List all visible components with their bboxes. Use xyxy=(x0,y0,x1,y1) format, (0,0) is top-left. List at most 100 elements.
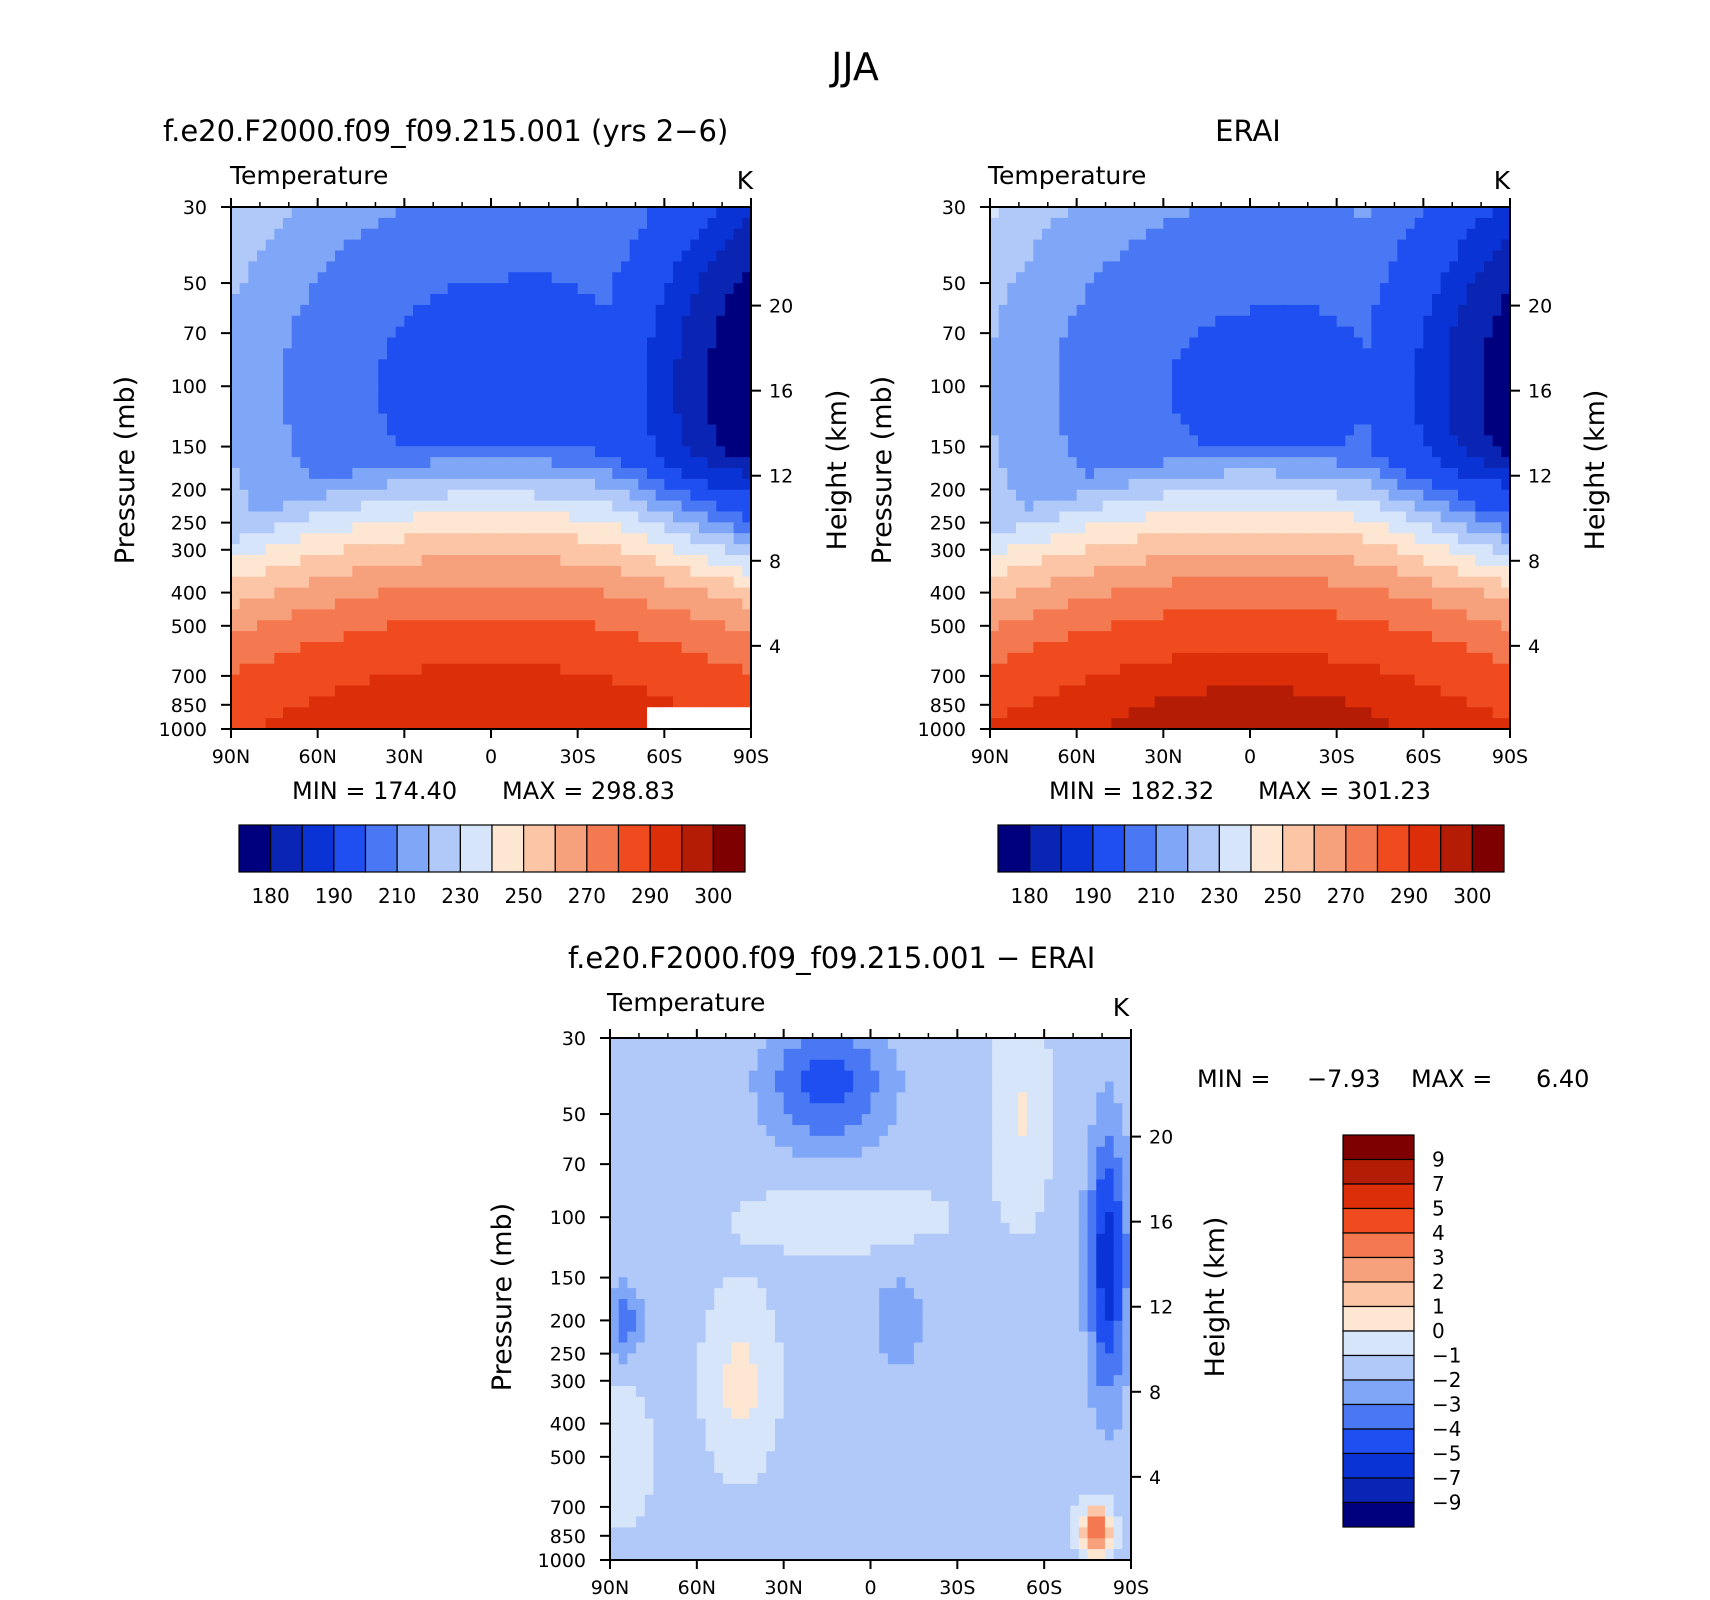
field-cell xyxy=(655,446,665,458)
field-cell xyxy=(543,261,553,273)
field-cell xyxy=(1189,359,1199,371)
field-cell xyxy=(1354,207,1364,219)
field-cell xyxy=(1215,272,1225,284)
field-cell xyxy=(725,468,735,480)
field-cell xyxy=(603,283,613,295)
field-cell xyxy=(1397,424,1407,436)
field-cell xyxy=(369,239,379,252)
field-cell xyxy=(387,511,397,523)
field-cell xyxy=(517,631,527,643)
field-cell xyxy=(447,250,457,262)
field-cell xyxy=(257,609,267,621)
field-cell xyxy=(274,315,284,328)
field-cell xyxy=(291,674,301,687)
field-cell xyxy=(1293,446,1303,458)
field-cell xyxy=(335,446,345,458)
field-cell xyxy=(716,652,726,665)
field-cell xyxy=(491,413,501,426)
field-cell xyxy=(1059,457,1069,469)
field-cell xyxy=(1406,468,1416,480)
field-cell xyxy=(378,511,388,523)
field-cell xyxy=(525,652,535,665)
field-cell xyxy=(577,468,587,480)
field-cell xyxy=(491,555,501,567)
field-cell xyxy=(612,424,622,436)
field-cell xyxy=(1102,533,1112,545)
field-cell xyxy=(1371,272,1381,284)
field-cell xyxy=(378,424,388,436)
field-cell xyxy=(534,348,544,360)
field-cell xyxy=(283,696,293,708)
field-cell xyxy=(482,294,492,306)
field-cell xyxy=(257,511,267,523)
field-cell xyxy=(257,718,267,730)
field-cell xyxy=(629,685,639,697)
field-cell xyxy=(1007,533,1017,545)
field-cell xyxy=(1310,381,1320,393)
field-cell xyxy=(248,609,258,621)
field-cell xyxy=(1345,315,1355,328)
field-cell xyxy=(1440,544,1450,556)
field-cell xyxy=(690,598,700,610)
field-cell xyxy=(1319,315,1329,328)
field-cell xyxy=(1423,370,1433,382)
field-cell xyxy=(629,576,639,589)
field-cell xyxy=(1380,555,1390,567)
field-cell xyxy=(231,663,241,676)
field-cell xyxy=(1016,533,1026,545)
field-cell xyxy=(534,283,544,295)
field-cell xyxy=(1328,239,1338,252)
field-cell xyxy=(707,283,717,295)
field-cell xyxy=(673,620,683,632)
field-cell xyxy=(1102,217,1112,230)
field-cell xyxy=(1423,250,1433,262)
field-cell xyxy=(231,620,241,632)
field-cell xyxy=(629,696,639,708)
field-cell xyxy=(352,685,362,697)
field-cell xyxy=(352,457,362,469)
field-cell xyxy=(1198,402,1208,415)
field-cell xyxy=(1024,391,1034,404)
field-cell xyxy=(681,696,691,708)
field-cell xyxy=(248,283,258,295)
field-cell xyxy=(1484,337,1494,349)
field-cell xyxy=(1284,522,1294,534)
field-cell xyxy=(413,663,423,676)
field-cell xyxy=(673,555,683,567)
field-cell xyxy=(1085,424,1095,436)
field-cell xyxy=(534,598,544,610)
field-cell xyxy=(274,348,284,360)
field-cell xyxy=(404,283,414,295)
field-cell xyxy=(612,620,622,632)
field-cell xyxy=(1154,555,1164,567)
field-cell xyxy=(413,272,423,284)
field-cell xyxy=(1232,424,1242,436)
field-cell xyxy=(1068,489,1078,502)
field-cell xyxy=(1302,391,1312,404)
field-cell xyxy=(1094,304,1104,317)
field-cell xyxy=(1085,555,1095,567)
field-cell xyxy=(1224,435,1234,447)
field-cell xyxy=(326,359,336,371)
field-cell xyxy=(326,272,336,284)
field-cell xyxy=(387,217,397,230)
field-cell xyxy=(456,468,466,480)
field-cell xyxy=(621,642,631,654)
field-cell xyxy=(707,217,717,230)
field-cell xyxy=(647,228,657,241)
field-cell xyxy=(1458,283,1468,295)
field-cell xyxy=(1484,500,1494,513)
field-cell xyxy=(300,663,310,676)
field-cell xyxy=(551,511,561,523)
field-cell xyxy=(998,337,1008,349)
field-cell xyxy=(707,207,717,219)
field-cell xyxy=(1423,239,1433,252)
min-label: MIN = 182.32 xyxy=(1049,777,1214,805)
field-cell xyxy=(1068,304,1078,317)
field-cell xyxy=(508,576,518,589)
field-cell xyxy=(647,718,657,730)
field-cell xyxy=(465,326,475,339)
field-cell xyxy=(274,326,284,339)
field-cell xyxy=(291,381,301,393)
field-cell xyxy=(413,718,423,730)
